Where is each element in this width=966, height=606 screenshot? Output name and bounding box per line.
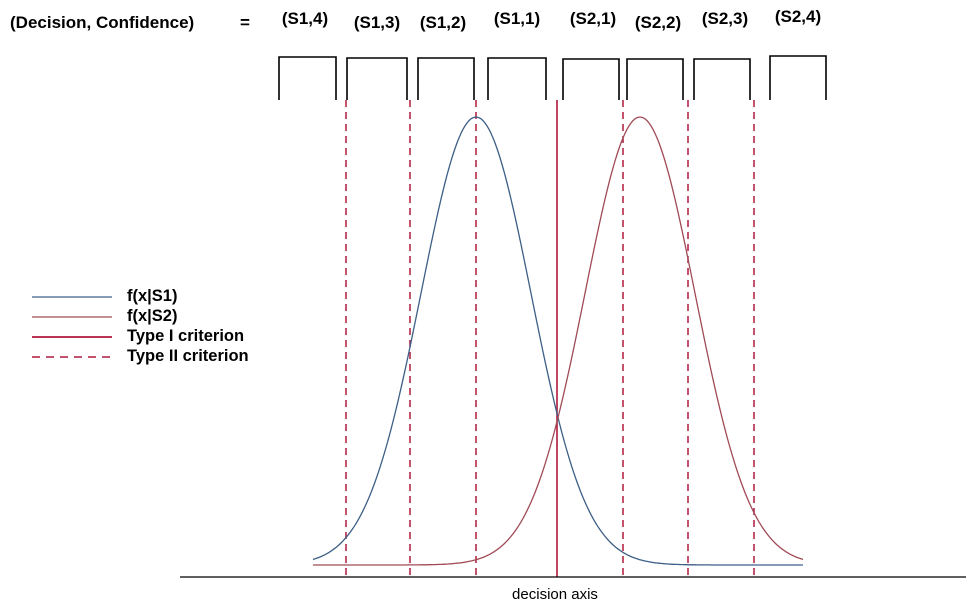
response-bracket [626, 58, 684, 100]
response-label: (S1,4) [282, 9, 328, 28]
response-label: (S1,1) [494, 9, 540, 28]
response-bracket [417, 57, 475, 100]
curve-s1 [312, 116, 803, 566]
header-label: (Decision, Confidence) [10, 13, 194, 32]
legend-label-type1: Type I criterion [127, 327, 244, 345]
legend-label-s1: f(x|S1) [127, 287, 177, 305]
response-bracket [278, 56, 337, 100]
response-bracket [769, 55, 827, 100]
response-brackets [278, 55, 827, 100]
header-equals: = [240, 13, 250, 32]
legend: f(x|S1) f(x|S2) Type I criterion Type II… [32, 287, 249, 365]
response-bracket [693, 58, 751, 100]
legend-label-type2: Type II criterion [127, 347, 249, 365]
curve-s2 [313, 116, 804, 566]
decision-axis-label: decision axis [512, 586, 598, 603]
response-label: (S2,1) [570, 9, 616, 28]
response-label: (S2,2) [635, 13, 681, 32]
response-bracket [346, 57, 408, 100]
response-bracket [562, 58, 620, 100]
response-label: (S1,2) [420, 13, 466, 32]
criteria-lines [345, 100, 755, 577]
legend-label-s2: f(x|S2) [127, 307, 177, 325]
response-label: (S2,4) [775, 7, 821, 26]
response-label: (S1,3) [354, 13, 400, 32]
response-label: (S2,3) [702, 9, 748, 28]
response-bracket [487, 57, 547, 100]
response-labels: (S1,4) (S1,3) (S1,2) (S1,1) (S2,1) (S2,2) (S2,… [282, 7, 821, 32]
